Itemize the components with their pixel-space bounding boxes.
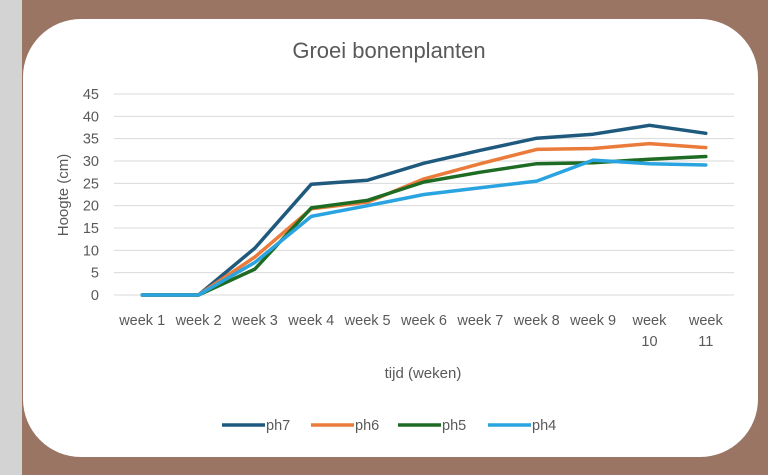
x-tick-label: week 9 [569,313,616,329]
legend-label-ph7: ph7 [266,418,290,434]
y-tick-label: 5 [91,266,99,282]
x-tick-label-line: week 1 [118,313,165,329]
x-tick-label: week 11 [688,313,724,350]
legend-label-ph5: ph5 [442,418,466,434]
x-tick-label-line: 10 [641,334,657,350]
chart-title: Groei bonenplanten [292,38,485,63]
legend-label-ph6: ph6 [355,418,379,434]
x-tick-label-line: week 8 [513,313,560,329]
x-tick-label-line: week 3 [231,313,278,329]
y-tick-label: 10 [83,243,99,259]
x-tick-label-line: week [688,313,724,329]
chart-legend: ph7 ph6 ph5 ph4 [222,418,556,434]
x-tick-labels: week 1 week 2 week 3 week 4 week 5 week 6 week… [118,313,723,350]
x-tick-label-line: 11 [698,334,713,350]
y-tick-label: 30 [83,154,99,170]
y-tick-label: 35 [83,132,99,148]
x-tick-label: week 1 [118,313,165,329]
gridlines [114,93,734,296]
x-tick-label: week 8 [513,313,560,329]
x-tick-label: week 3 [231,313,278,329]
y-tick-label: 40 [83,109,99,125]
x-tick-label: week 6 [400,313,447,329]
y-tick-label: 15 [83,221,99,237]
x-tick-label-line: week 4 [287,313,334,329]
x-axis-label: tijd (weken) [385,365,462,382]
left-edge-strip [0,0,22,475]
x-tick-label-line: week 9 [569,313,616,329]
series-line-ph6 [140,141,708,297]
legend-label-ph4: ph4 [532,418,556,434]
chart-card [23,19,758,457]
x-tick-label: week 4 [287,313,334,329]
y-axis-label: Hoogte (cm) [55,154,72,237]
x-tick-label: week 2 [175,313,222,329]
x-tick-label: week 10 [632,313,668,350]
series-line-ph7 [140,123,708,297]
y-tick-label: 45 [83,87,99,103]
x-tick-label: week 5 [344,313,391,329]
x-tick-label-line: week 7 [456,313,503,329]
series-line-ph4 [140,158,708,297]
y-tick-label: 0 [91,288,99,304]
y-tick-label: 25 [83,176,99,192]
x-tick-label-line: week 5 [344,313,391,329]
x-tick-label-line: week 2 [175,313,222,329]
y-tick-labels: 0 5 10 15 20 25 30 35 40 45 [83,87,99,304]
x-tick-label-line: week 6 [400,313,447,329]
series-lines [140,123,708,297]
y-tick-label: 20 [83,199,99,215]
x-tick-label-line: week [632,313,668,329]
x-tick-label: week 7 [456,313,503,329]
